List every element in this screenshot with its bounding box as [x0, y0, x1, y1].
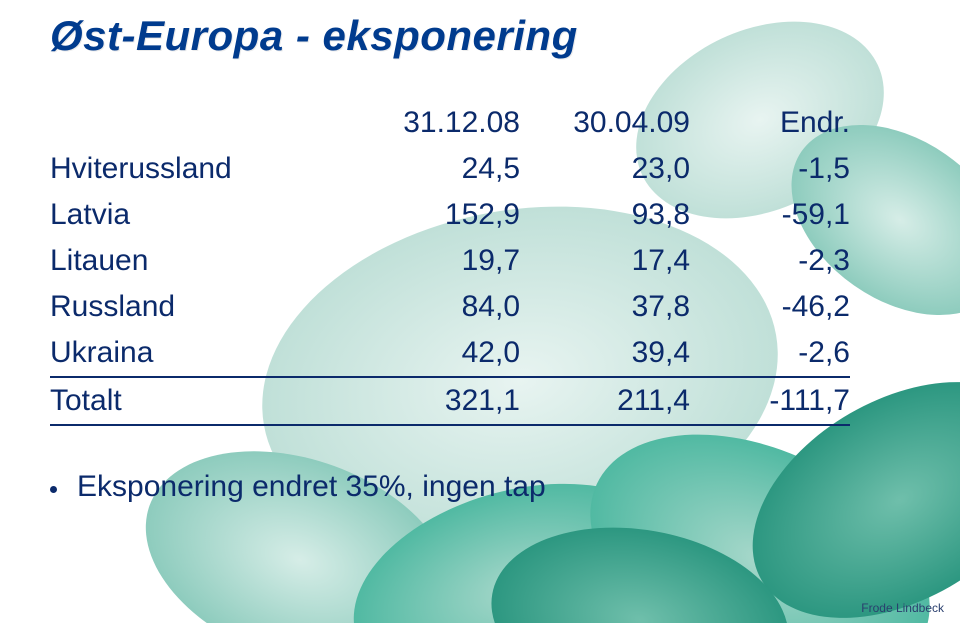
- table-row: Latvia 152,9 93,8 -59,1: [50, 192, 850, 238]
- footer-author: Frode Lindbeck: [861, 601, 944, 615]
- total-value: -111,7: [690, 377, 850, 425]
- row-value: -46,2: [690, 284, 850, 330]
- bullet-point: Eksponering endret 35%, ingen tap: [50, 470, 546, 504]
- total-label: Totalt: [50, 377, 350, 425]
- row-label: Latvia: [50, 192, 350, 238]
- header-30-04-09: 30.04.09: [520, 100, 690, 146]
- header-31-12-08: 31.12.08: [350, 100, 520, 146]
- row-value: 17,4: [520, 238, 690, 284]
- table-row: Litauen 19,7 17,4 -2,3: [50, 238, 850, 284]
- bullet-icon: [50, 486, 57, 493]
- row-label: Ukraina: [50, 330, 350, 377]
- table-row: Ukraina 42,0 39,4 -2,6: [50, 330, 850, 377]
- row-value: 39,4: [520, 330, 690, 377]
- table-row: Russland 84,0 37,8 -46,2: [50, 284, 850, 330]
- row-value: -2,6: [690, 330, 850, 377]
- row-value: 23,0: [520, 146, 690, 192]
- table-total-row: Totalt 321,1 211,4 -111,7: [50, 377, 850, 425]
- row-value: -2,3: [690, 238, 850, 284]
- header-blank: [50, 100, 350, 146]
- row-label: Russland: [50, 284, 350, 330]
- row-label: Litauen: [50, 238, 350, 284]
- total-value: 211,4: [520, 377, 690, 425]
- row-value: 37,8: [520, 284, 690, 330]
- row-value: 24,5: [350, 146, 520, 192]
- total-value: 321,1: [350, 377, 520, 425]
- row-value: -59,1: [690, 192, 850, 238]
- table-row: Hviterussland 24,5 23,0 -1,5: [50, 146, 850, 192]
- row-label: Hviterussland: [50, 146, 350, 192]
- row-value: 152,9: [350, 192, 520, 238]
- bullet-text: Eksponering endret 35%, ingen tap: [77, 470, 546, 504]
- row-value: 84,0: [350, 284, 520, 330]
- table-header-row: 31.12.08 30.04.09 Endr.: [50, 100, 850, 146]
- row-value: 19,7: [350, 238, 520, 284]
- header-endr: Endr.: [690, 100, 850, 146]
- row-value: -1,5: [690, 146, 850, 192]
- row-value: 42,0: [350, 330, 520, 377]
- slide-title: Øst-Europa - eksponering: [50, 12, 578, 60]
- exposure-table: 31.12.08 30.04.09 Endr. Hviterussland 24…: [50, 100, 850, 426]
- row-value: 93,8: [520, 192, 690, 238]
